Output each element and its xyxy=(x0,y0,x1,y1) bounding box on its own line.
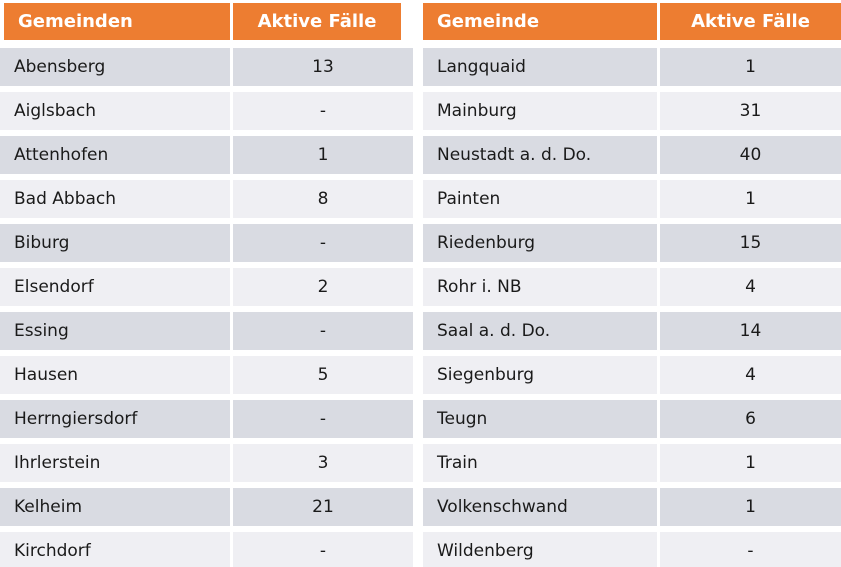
table-right: Gemeinde Aktive Fälle Langquaid 1 Mainbu… xyxy=(423,3,841,567)
active-cases-value: 1 xyxy=(660,444,841,482)
table-right-header-row: Gemeinde Aktive Fälle xyxy=(423,3,841,40)
active-cases-value: 5 xyxy=(233,356,413,394)
gemeinde-name: Wildenberg xyxy=(423,532,657,567)
active-cases-value: 8 xyxy=(233,180,413,218)
active-cases-value: 1 xyxy=(660,488,841,526)
table-row: Wildenberg - xyxy=(423,532,841,567)
table-row: Kelheim 21 xyxy=(0,488,413,526)
table-row: Saal a. d. Do. 14 xyxy=(423,312,841,350)
gemeinde-name: Teugn xyxy=(423,400,657,438)
gemeinde-name: Riedenburg xyxy=(423,224,657,262)
column-header-gemeinden: Gemeinden xyxy=(4,3,230,40)
table-row: Teugn 6 xyxy=(423,400,841,438)
table-row: Essing - xyxy=(0,312,413,350)
active-cases-value: - xyxy=(233,92,413,130)
table-row: Langquaid 1 xyxy=(423,48,841,86)
active-cases-value: - xyxy=(233,312,413,350)
gemeinde-name: Kelheim xyxy=(0,488,230,526)
gemeinde-name: Elsendorf xyxy=(0,268,230,306)
column-header-aktive-faelle: Aktive Fälle xyxy=(233,3,401,40)
column-header-gemeinde: Gemeinde xyxy=(423,3,657,40)
table-row: Mainburg 31 xyxy=(423,92,841,130)
table-row: Kirchdorf - xyxy=(0,532,413,567)
table-row: Neustadt a. d. Do. 40 xyxy=(423,136,841,174)
gemeinde-name: Ihrlerstein xyxy=(0,444,230,482)
gemeinde-name: Rohr i. NB xyxy=(423,268,657,306)
table-row: Train 1 xyxy=(423,444,841,482)
gemeinde-name: Siegenburg xyxy=(423,356,657,394)
gemeinde-name: Langquaid xyxy=(423,48,657,86)
table-row: Riedenburg 15 xyxy=(423,224,841,262)
table-row: Elsendorf 2 xyxy=(0,268,413,306)
gemeinde-name: Abensberg xyxy=(0,48,230,86)
active-cases-value: 21 xyxy=(233,488,413,526)
active-cases-value: 4 xyxy=(660,356,841,394)
table-row: Bad Abbach 8 xyxy=(0,180,413,218)
active-cases-value: 2 xyxy=(233,268,413,306)
gemeinde-name: Hausen xyxy=(0,356,230,394)
table-left: Gemeinden Aktive Fälle Abensberg 13 Aigl… xyxy=(0,3,413,567)
active-cases-value: - xyxy=(233,532,413,567)
table-row: Hausen 5 xyxy=(0,356,413,394)
gemeinde-name: Bad Abbach xyxy=(0,180,230,218)
gemeinde-name: Aiglsbach xyxy=(0,92,230,130)
active-cases-value: 1 xyxy=(660,48,841,86)
active-cases-value: - xyxy=(233,224,413,262)
table-row: Aiglsbach - xyxy=(0,92,413,130)
table-left-header-row: Gemeinden Aktive Fälle xyxy=(4,3,401,40)
table-row: Herrngiersdorf - xyxy=(0,400,413,438)
gemeinde-name: Essing xyxy=(0,312,230,350)
table-row: Volkenschwand 1 xyxy=(423,488,841,526)
table-row: Biburg - xyxy=(0,224,413,262)
gemeinde-name: Train xyxy=(423,444,657,482)
gemeinde-name: Biburg xyxy=(0,224,230,262)
gemeinde-name: Neustadt a. d. Do. xyxy=(423,136,657,174)
column-header-aktive-faelle: Aktive Fälle xyxy=(660,3,841,40)
table-row: Siegenburg 4 xyxy=(423,356,841,394)
active-cases-value: 4 xyxy=(660,268,841,306)
table-row: Rohr i. NB 4 xyxy=(423,268,841,306)
active-cases-value: - xyxy=(233,400,413,438)
gemeinde-name: Herrngiersdorf xyxy=(0,400,230,438)
active-cases-value: 14 xyxy=(660,312,841,350)
active-cases-value: 1 xyxy=(233,136,413,174)
active-cases-value: - xyxy=(660,532,841,567)
gemeinde-name: Saal a. d. Do. xyxy=(423,312,657,350)
active-cases-value: 3 xyxy=(233,444,413,482)
active-cases-value: 40 xyxy=(660,136,841,174)
table-row: Painten 1 xyxy=(423,180,841,218)
gemeinde-name: Painten xyxy=(423,180,657,218)
gemeinde-name: Attenhofen xyxy=(0,136,230,174)
active-cases-value: 6 xyxy=(660,400,841,438)
active-cases-value: 13 xyxy=(233,48,413,86)
gemeinde-name: Volkenschwand xyxy=(423,488,657,526)
active-cases-value: 1 xyxy=(660,180,841,218)
gemeinde-name: Kirchdorf xyxy=(0,532,230,567)
active-cases-value: 15 xyxy=(660,224,841,262)
table-row: Abensberg 13 xyxy=(0,48,413,86)
table-row: Attenhofen 1 xyxy=(0,136,413,174)
table-row: Ihrlerstein 3 xyxy=(0,444,413,482)
active-cases-value: 31 xyxy=(660,92,841,130)
gemeinde-name: Mainburg xyxy=(423,92,657,130)
